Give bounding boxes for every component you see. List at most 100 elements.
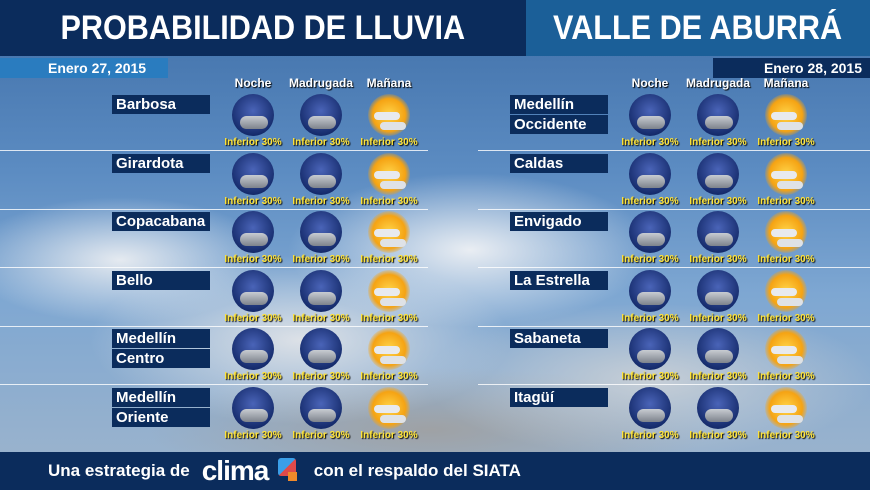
row-divider xyxy=(478,267,870,268)
night-cloud-icon xyxy=(629,211,671,253)
location-label: Occidente xyxy=(510,115,608,134)
rain-probability: Inferior 30% xyxy=(689,429,747,441)
rain-probability: Inferior 30% xyxy=(224,137,282,148)
rain-probability: Inferior 30% xyxy=(689,254,747,265)
location-label: Copacabana xyxy=(112,212,210,231)
rain-probability: Inferior 30% xyxy=(757,312,815,324)
column-header-1: Madrugada xyxy=(288,76,353,90)
rain-probability: Inferior 30% xyxy=(621,254,679,265)
rain-probability: Inferior 30% xyxy=(757,371,815,382)
rain-probability: Inferior 30% xyxy=(360,371,418,382)
rain-probability: Inferior 30% xyxy=(224,429,282,441)
rain-probability: Inferior 30% xyxy=(292,254,350,265)
sun-cloud-icon xyxy=(368,211,410,253)
sun-cloud-icon xyxy=(765,386,807,429)
rain-probability: Inferior 30% xyxy=(621,137,679,148)
night-cloud-icon xyxy=(300,386,342,429)
rain-probability: Inferior 30% xyxy=(292,137,350,148)
sun-cloud-icon xyxy=(368,269,410,312)
rain-probability: Inferior 30% xyxy=(360,429,418,441)
clima-logo-mark xyxy=(277,458,296,476)
night-cloud-icon xyxy=(629,328,671,370)
rain-probability: Inferior 30% xyxy=(360,195,418,207)
location-label: Girardota xyxy=(112,153,210,173)
location-label: Caldas xyxy=(510,153,608,173)
location-label: Envigado xyxy=(510,212,608,231)
location-label: Centro xyxy=(112,349,210,368)
night-cloud-icon xyxy=(697,328,739,370)
clima-logo-text: clima xyxy=(201,455,270,486)
rain-probability: Inferior 30% xyxy=(360,137,418,148)
night-cloud-icon xyxy=(629,269,671,312)
rain-probability: Inferior 30% xyxy=(292,371,350,382)
column-header-2: Mañana xyxy=(366,76,412,90)
rain-probability: Inferior 30% xyxy=(757,195,815,207)
location-label: Medellín xyxy=(112,329,210,348)
sun-cloud-icon xyxy=(368,152,410,195)
night-cloud-icon xyxy=(232,386,274,429)
night-cloud-icon xyxy=(232,152,274,195)
rain-probability: Inferior 30% xyxy=(292,195,350,207)
region-title: VALLE DE ABURRÁ xyxy=(553,8,843,47)
footer-suffix: con el respaldo del SIATA xyxy=(313,461,521,480)
rain-probability: Inferior 30% xyxy=(224,195,282,207)
sun-cloud-icon xyxy=(368,386,410,429)
rain-probability: Inferior 30% xyxy=(757,137,815,148)
sun-cloud-icon xyxy=(765,211,807,253)
night-cloud-icon xyxy=(697,386,739,429)
main-title: PROBABILIDAD DE LLUVIA xyxy=(60,8,466,47)
rain-probability: Inferior 30% xyxy=(689,137,747,148)
night-cloud-icon xyxy=(300,94,342,136)
night-cloud-icon xyxy=(697,152,739,195)
night-cloud-icon xyxy=(232,328,274,370)
rain-probability: Inferior 30% xyxy=(292,312,350,324)
clima-logo: clima xyxy=(202,452,302,490)
left-date: Enero 27, 2015 xyxy=(0,58,168,78)
row-divider xyxy=(478,384,870,385)
rain-probability: Inferior 30% xyxy=(621,371,679,382)
sun-cloud-icon xyxy=(368,94,410,136)
column-header-0: Noche xyxy=(631,76,669,90)
row-divider xyxy=(478,208,870,210)
rain-probability: Inferior 30% xyxy=(757,254,815,265)
night-cloud-icon xyxy=(232,269,274,312)
rain-probability: Inferior 30% xyxy=(621,312,679,324)
sun-cloud-icon xyxy=(765,94,807,136)
header-right: VALLE DE ABURRÁ xyxy=(526,0,870,56)
night-cloud-icon xyxy=(697,269,739,312)
night-cloud-icon xyxy=(629,94,671,136)
footer-prefix: Una estrategia de xyxy=(48,461,190,480)
night-cloud-icon xyxy=(300,152,342,195)
sun-cloud-icon xyxy=(765,152,807,195)
night-cloud-icon xyxy=(232,211,274,253)
rain-probability: Inferior 30% xyxy=(224,254,282,265)
sun-cloud-icon xyxy=(368,328,410,370)
location-label: Bello xyxy=(112,270,210,290)
row-divider xyxy=(478,325,870,327)
clima-logo-square xyxy=(287,472,297,481)
footer: Una estrategia de clima con el respaldo … xyxy=(0,452,870,490)
rain-probability: Inferior 30% xyxy=(757,429,815,441)
location-label: Oriente xyxy=(112,407,210,427)
location-label: Barbosa xyxy=(112,95,210,114)
rain-probability: Inferior 30% xyxy=(621,195,679,207)
location-label: Medellín xyxy=(510,95,608,114)
night-cloud-icon xyxy=(629,152,671,195)
column-header-0: Noche xyxy=(234,76,272,90)
location-label: Medellín xyxy=(112,387,210,407)
rain-probability: Inferior 30% xyxy=(224,312,282,324)
rain-probability: Inferior 30% xyxy=(360,254,418,265)
row-divider xyxy=(0,150,428,151)
location-label: Sabaneta xyxy=(510,329,608,348)
row-divider xyxy=(478,150,870,151)
night-icon xyxy=(300,211,342,253)
location-label: Itagüí xyxy=(510,387,608,407)
rain-probability: Inferior 30% xyxy=(689,312,747,324)
row-divider xyxy=(0,325,428,327)
night-cloud-icon xyxy=(697,211,739,253)
night-cloud-icon xyxy=(300,269,342,312)
night-cloud-icon xyxy=(697,94,739,136)
right-date: Enero 28, 2015 xyxy=(713,58,870,78)
location-label: La Estrella xyxy=(510,270,608,290)
rain-probability: Inferior 30% xyxy=(621,429,679,441)
